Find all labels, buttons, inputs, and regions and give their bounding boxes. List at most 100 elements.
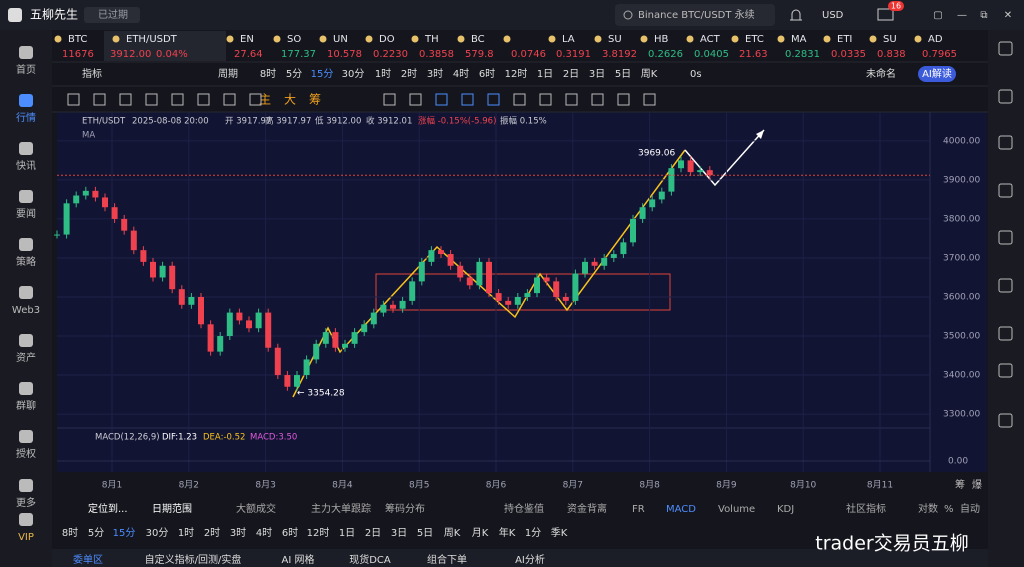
period[interactable]: 15分 xyxy=(311,68,334,80)
period-row-item[interactable]: 周K xyxy=(444,527,461,539)
ticker-name[interactable]: UN xyxy=(333,34,348,45)
tool-icon[interactable] xyxy=(119,93,132,106)
mail-icon[interactable] xyxy=(877,8,894,21)
period-row-item[interactable]: 6时 xyxy=(282,527,298,539)
right-icon[interactable] xyxy=(998,183,1013,198)
period-row-item[interactable]: 年K xyxy=(499,526,516,539)
nav-item[interactable]: 委单区 xyxy=(73,553,103,566)
indicator-tab[interactable]: 日期范围 xyxy=(152,502,192,515)
ticker-name[interactable]: BTC xyxy=(68,34,87,45)
sidebar-label[interactable]: 资产 xyxy=(16,351,36,364)
win-btn[interactable]: ⧉ xyxy=(980,10,987,21)
indicator-tab[interactable]: 资金背离 xyxy=(567,502,607,515)
period-row-item[interactable]: 1时 xyxy=(178,527,194,539)
sidebar-icon[interactable] xyxy=(19,382,33,395)
indicator-tab[interactable]: Volume xyxy=(718,504,755,515)
tool-icon[interactable] xyxy=(461,93,474,106)
period-row-item[interactable]: 5日 xyxy=(417,528,433,539)
sidebar-label[interactable]: 要闻 xyxy=(16,207,36,220)
sidebar-icon[interactable] xyxy=(19,430,33,443)
sidebar-label[interactable]: 快讯 xyxy=(16,160,36,172)
indicator-tab[interactable]: 持仓鉴值 xyxy=(504,502,544,515)
period-row-item[interactable]: 2日 xyxy=(365,528,381,539)
ticker-name[interactable]: HB xyxy=(654,34,669,45)
tool-icon[interactable] xyxy=(223,93,236,106)
drawing-tool[interactable]: 大 xyxy=(284,93,296,107)
tool-icon[interactable] xyxy=(435,93,448,106)
period-row-item[interactable]: 3时 xyxy=(230,527,246,539)
right-icon[interactable] xyxy=(998,326,1013,341)
tool-icon[interactable] xyxy=(145,93,158,106)
right-icon[interactable] xyxy=(998,413,1013,428)
period-row-item[interactable]: 1分 xyxy=(525,527,541,539)
ticker-name[interactable]: ETC xyxy=(745,34,764,45)
tool-icon[interactable] xyxy=(197,93,210,106)
period[interactable]: 1时 xyxy=(375,68,391,80)
sidebar-icon[interactable] xyxy=(19,94,33,107)
ai-button[interactable]: AI解读 xyxy=(922,67,952,80)
indicator-tab[interactable]: 筹码分布 xyxy=(385,502,425,515)
period[interactable]: 3日 xyxy=(589,69,605,80)
ticker-name[interactable]: MA xyxy=(791,34,807,45)
sidebar-label[interactable]: Web3 xyxy=(12,305,40,316)
tool-icon[interactable] xyxy=(171,93,184,106)
indicator-tab[interactable]: MACD xyxy=(666,504,696,515)
sidebar-icon[interactable] xyxy=(19,479,33,492)
win-btn[interactable]: — xyxy=(957,10,967,21)
indicator-btn[interactable]: 指标 xyxy=(82,67,102,80)
ticker-name[interactable]: EN xyxy=(240,34,254,45)
tool-icon[interactable] xyxy=(539,93,552,106)
right-icon[interactable] xyxy=(998,89,1013,104)
indicator-tab[interactable]: 对数 xyxy=(918,502,938,515)
period-row-item[interactable]: 5分 xyxy=(88,527,104,539)
period[interactable]: 12时 xyxy=(505,68,528,80)
ticker-name[interactable]: ETI xyxy=(837,34,852,45)
period[interactable]: 4时 xyxy=(453,68,469,80)
drawing-tool[interactable]: 主 xyxy=(259,93,271,107)
period[interactable]: 8时 xyxy=(260,68,276,80)
indicator-tab[interactable]: FR xyxy=(632,504,645,515)
sidebar-label[interactable]: 策略 xyxy=(16,255,36,268)
right-icon[interactable] xyxy=(998,41,1013,56)
period-row-item[interactable]: 8时 xyxy=(62,527,78,539)
indicator-tab[interactable]: 定位到... xyxy=(88,502,128,515)
period-row-item[interactable]: 30分 xyxy=(146,527,169,539)
sidebar-icon[interactable] xyxy=(19,142,33,155)
right-icon[interactable] xyxy=(998,363,1013,378)
period-row-item[interactable]: 2时 xyxy=(204,527,220,539)
ticker-name[interactable]: DO xyxy=(379,34,395,45)
tool-icon[interactable] xyxy=(249,93,262,106)
period[interactable]: 5分 xyxy=(286,68,302,80)
sidebar-label[interactable]: 群聊 xyxy=(16,399,36,412)
period[interactable]: 6时 xyxy=(479,68,495,80)
ticker-name[interactable]: SU xyxy=(883,34,897,45)
period-row-item[interactable]: 季K xyxy=(551,527,568,539)
axis-button[interactable]: 爆 xyxy=(972,479,982,491)
sidebar-label[interactable]: 更多 xyxy=(16,496,36,509)
sidebar-icon[interactable] xyxy=(19,286,33,299)
right-icon[interactable] xyxy=(998,135,1013,150)
tool-icon[interactable] xyxy=(487,93,500,106)
nav-item[interactable]: 自定义指标/回测/实盘 xyxy=(145,553,242,566)
period-row-item[interactable]: 15分 xyxy=(113,527,136,539)
sidebar-icon[interactable] xyxy=(19,513,33,526)
ticker-name[interactable]: LA xyxy=(562,34,575,45)
tool-icon[interactable] xyxy=(643,93,656,106)
tool-icon[interactable] xyxy=(565,93,578,106)
sidebar-icon[interactable] xyxy=(19,190,33,203)
indicator-tab[interactable]: KDJ xyxy=(777,504,794,515)
right-icon[interactable] xyxy=(998,278,1013,293)
axis-button[interactable]: 筹 xyxy=(955,478,965,491)
win-btn[interactable]: ▢ xyxy=(933,10,942,21)
period-btn[interactable]: 周期 xyxy=(218,68,238,80)
tool-icon[interactable] xyxy=(591,93,604,106)
indicator-tab[interactable]: 主力大单跟踪 xyxy=(311,502,371,515)
period-row-item[interactable]: 1日 xyxy=(339,528,355,539)
nav-item[interactable]: AI 网格 xyxy=(282,553,315,566)
indicator-tab[interactable]: 自动 xyxy=(960,502,980,515)
win-btn[interactable]: ✕ xyxy=(1004,10,1012,21)
sidebar-label[interactable]: 授权 xyxy=(16,447,36,460)
period-row-item[interactable]: 3日 xyxy=(391,528,407,539)
drawing-tool[interactable]: 筹 xyxy=(309,93,321,107)
indicator-tab[interactable]: 社区指标 xyxy=(846,502,886,515)
